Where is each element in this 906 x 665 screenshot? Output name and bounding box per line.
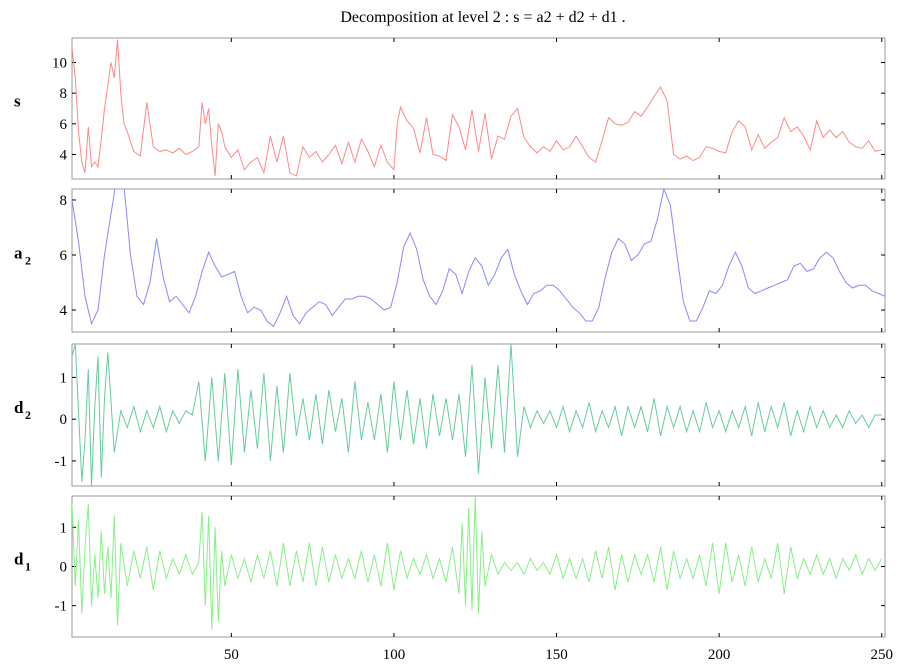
panel-d2: -1 0 1 d 2 (14, 343, 886, 487)
y-tick-label: 1 (60, 520, 68, 536)
x-tick-label: 200 (708, 647, 731, 663)
y-tick-label: -1 (55, 599, 68, 615)
y-tick-label: 6 (60, 248, 68, 264)
series-line-a2 (72, 189, 885, 328)
y-tick-label: 10 (52, 56, 67, 72)
row-label-d2: d (14, 398, 24, 417)
y-tick-label: 8 (60, 193, 68, 209)
panel-frame (71, 188, 886, 333)
y-tick-label: 4 (60, 147, 68, 163)
panel-frame (71, 343, 886, 487)
panel-a2: 4 6 8 a 2 (14, 188, 886, 333)
y-tick-label: 4 (60, 303, 68, 319)
panel-s: 4 6 8 10 s (14, 37, 886, 180)
row-label-d1: d (14, 550, 24, 569)
x-tick-label: 100 (383, 647, 406, 663)
x-tick-label: 50 (224, 647, 239, 663)
y-tick-label: 1 (60, 370, 68, 386)
row-label-subscript: 2 (25, 254, 31, 268)
y-tick-label: -1 (55, 454, 68, 470)
y-tick-label: 0 (60, 560, 68, 576)
row-label-subscript: 2 (25, 408, 31, 422)
series-line-s (72, 39, 882, 177)
row-label-a2: a (14, 244, 23, 263)
y-tick-label: 0 (60, 412, 68, 428)
y-tick-label: 8 (60, 86, 68, 102)
series-line-d2 (72, 344, 882, 486)
panel-frame (71, 37, 886, 180)
x-tick-label: 150 (545, 647, 568, 663)
chart-title: Decomposition at level 2 : s = a2 + d2 +… (340, 9, 625, 26)
row-label-s: s (14, 92, 21, 111)
x-tick-label: 250 (870, 647, 893, 663)
series-line-d1 (72, 496, 883, 630)
row-label-subscript: 1 (25, 560, 31, 574)
y-tick-label: 6 (60, 117, 68, 133)
